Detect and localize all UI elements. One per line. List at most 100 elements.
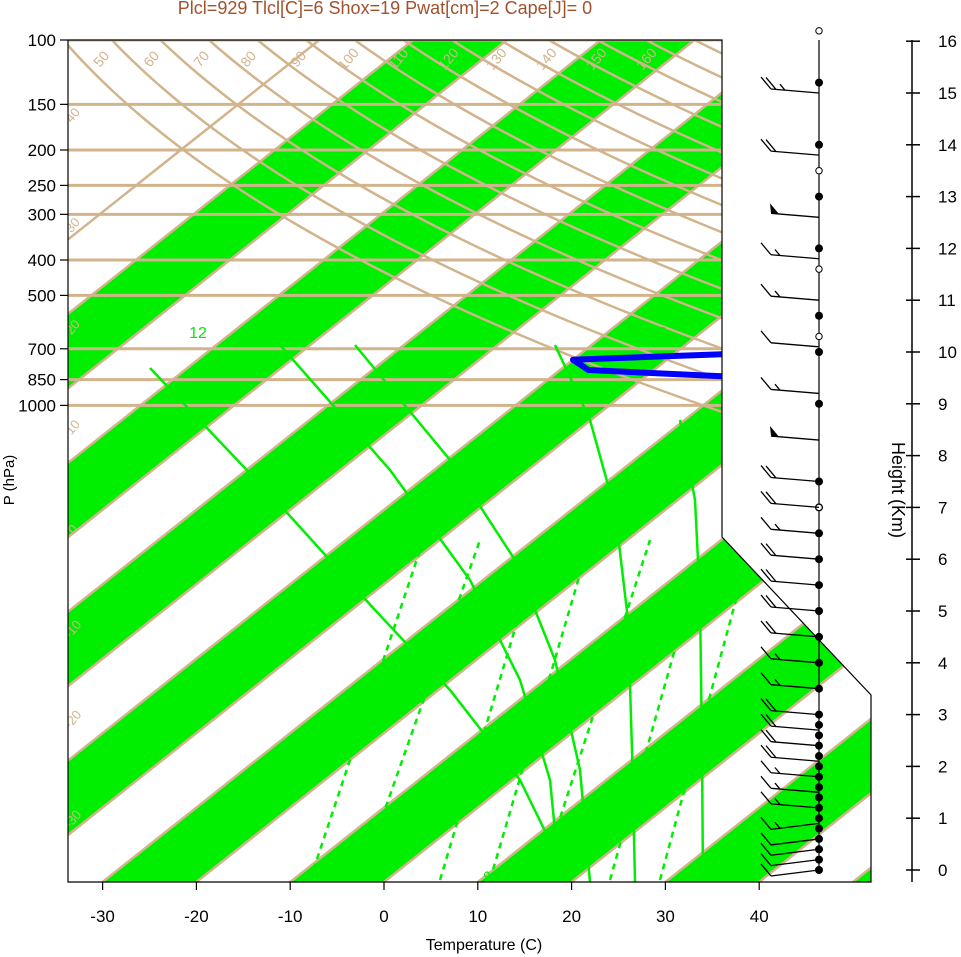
wind-barb [760, 594, 820, 612]
wind-barb [760, 760, 820, 778]
plot-border [67, 39, 872, 883]
x-tick-label: -10 [278, 907, 303, 926]
height-tick-label: 2 [938, 757, 947, 776]
x-tick-label: 40 [750, 907, 769, 926]
wind-barb [760, 377, 820, 395]
height-marker [815, 814, 823, 823]
isotherm-label: 100 [335, 45, 362, 73]
wind-barb [760, 76, 820, 94]
mixing-ratio-label: 32 [649, 325, 667, 342]
height-marker [815, 332, 823, 341]
isotherm-band [68, 40, 708, 882]
wind-barb [760, 283, 820, 301]
height-tick-label: 12 [938, 239, 957, 258]
isotherm-line [68, 40, 427, 882]
moist-adiabat-line [354, 344, 592, 882]
dry-adiabat-line [435, 40, 871, 882]
height-marker [815, 824, 823, 833]
y-axis-label: P (hPa) [1, 455, 18, 506]
height-tick-label: 14 [938, 136, 957, 155]
mixing-ratio-line [608, 559, 702, 881]
wind-barb [760, 698, 820, 716]
wind-barb [760, 465, 820, 483]
isotherm-band [68, 40, 520, 882]
dry-adiabat-line [387, 40, 871, 882]
height-marker [815, 752, 823, 761]
mixing-ratio-labels: 12 16 24 323 8 2 [189, 325, 667, 882]
wind-barb [760, 620, 820, 638]
y-tick-label: 300 [28, 205, 56, 224]
height-marker [815, 167, 823, 175]
mixing-ratio-line [438, 544, 542, 881]
height-tick-label: 6 [938, 550, 947, 569]
wind-barb [760, 791, 820, 809]
wind-barb [760, 816, 820, 831]
mixing-ratio-line [538, 539, 652, 881]
isotherm-label: 30 [62, 215, 83, 236]
wind-barb [760, 542, 820, 560]
isotherm-line [68, 40, 802, 882]
height-marker [815, 244, 823, 253]
x-tick-label: 20 [562, 907, 581, 926]
isotherm-label: 140 [533, 45, 560, 73]
height-tick-label: 16 [938, 32, 957, 51]
height-marker [815, 140, 823, 149]
isotherm-line [68, 40, 615, 882]
height-tick-label: 5 [938, 602, 947, 621]
moist-adiabat-lines [149, 344, 742, 882]
x-tick-label: -20 [184, 907, 209, 926]
isotherm-label: 20 [719, 227, 747, 255]
x-axis-label: Temperature (C) [426, 937, 542, 954]
height-marker [815, 399, 823, 408]
isotherm-label: -20 [61, 707, 85, 731]
wind-barb [760, 729, 820, 747]
dry-adiabat-line [340, 40, 871, 882]
wind-barb [760, 842, 820, 856]
height-tick-label: 4 [938, 654, 947, 673]
wind-barb [760, 490, 820, 509]
height-marker [815, 192, 823, 201]
wind-barb [760, 672, 820, 690]
height-marker [815, 265, 823, 273]
height-tick-label: 15 [938, 84, 957, 103]
height-axis-label: Height (Km) [888, 442, 908, 538]
y-tick-label: 700 [28, 340, 56, 359]
x-tick-label: 10 [468, 907, 487, 926]
mixing-ratio-label: 12 [189, 325, 207, 342]
wind-barb [760, 646, 820, 664]
wind-barb-column [760, 27, 823, 877]
moist-adiabat-line [553, 344, 637, 882]
isotherm-label: 70 [190, 48, 212, 70]
isotherm-line [89, 40, 871, 882]
dry-adiabat-line [197, 40, 871, 882]
isotherm-line [652, 40, 871, 882]
mixing-ratio-line [488, 539, 592, 881]
height-tick-label: 0 [938, 861, 947, 880]
wind-barb [760, 713, 820, 731]
isotherm-label: 30 [839, 645, 867, 673]
height-marker [815, 311, 823, 320]
moist-adiabat-line [678, 419, 705, 882]
height-tick-label: 8 [938, 447, 947, 466]
y-tick-label: 100 [28, 31, 56, 50]
mixing-ratio-label: 16 [261, 325, 279, 342]
height-marker [815, 78, 823, 87]
temperature-axis: -30 -20 -10 0 10 20 30 40 [90, 882, 769, 926]
height-marker [815, 720, 823, 729]
height-tick-label: 9 [938, 395, 947, 414]
isotherm-label: 40 [62, 105, 83, 126]
moist-adiabat-line [149, 367, 572, 882]
y-tick-label: 200 [28, 141, 56, 160]
isotherm-line [558, 40, 871, 882]
wind-barb [770, 203, 820, 218]
height-tick-label: 10 [938, 343, 957, 362]
height-marker [815, 348, 823, 356]
y-tick-label: 250 [28, 176, 56, 195]
dry-adiabat-line [101, 40, 871, 882]
x-tick-label: 0 [379, 907, 388, 926]
isotherm-band [465, 40, 871, 882]
isotherm-line [68, 40, 871, 882]
